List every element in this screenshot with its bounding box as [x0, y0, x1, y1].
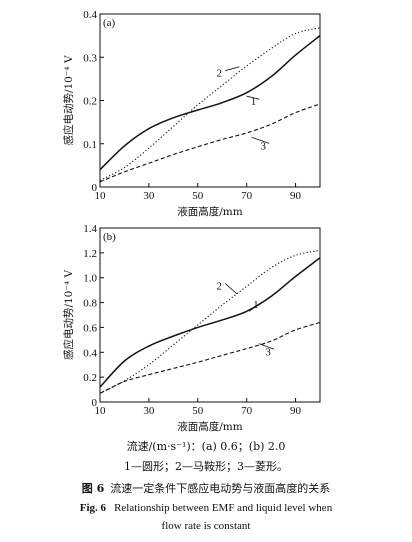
series-1-line: [99, 35, 321, 171]
series-2-line: [99, 27, 321, 181]
x-axis-label: 液面高度/mm: [177, 205, 242, 218]
x-tick-label: 30: [143, 190, 155, 202]
series-1-line: [99, 257, 321, 388]
curve-label-leader: [258, 343, 275, 350]
figure-number-en: Fig. 6: [79, 502, 107, 514]
figure-title-en: Fig. 6 Relationship between EMF and liqui…: [0, 502, 412, 514]
y-axis-label: 感应电动势/10⁻⁴ V: [62, 270, 75, 360]
curve-label-leader: [248, 301, 263, 312]
chart-panel-a: 10 30 50 70 90 0 0.1 0.2 0.3 0.4 (a) 液面高度/mm 感应电动势/1…: [62, 9, 321, 218]
figure-title-en-line2: flow rate is constant: [161, 520, 251, 532]
y-tick-label: 0: [92, 182, 98, 194]
y-tick-label: 0.2: [83, 96, 97, 108]
curve-label-leader: [224, 283, 238, 295]
curve-label-2: 2: [216, 68, 222, 80]
y-tick-label: 0.4: [83, 9, 97, 21]
y-tick-label: 1.4: [83, 223, 97, 235]
y-tick-label: 1.2: [83, 248, 97, 260]
figure-number-cn: 图 6: [81, 482, 105, 495]
y-axis-label: 感应电动势/10⁻⁴ V: [62, 55, 75, 145]
y-tick-label: 0.3: [83, 52, 97, 64]
y-tick-label: 1.0: [83, 273, 97, 285]
curve-label-1: 1: [251, 96, 257, 108]
curve-legend-caption: 1—圆形；2—马鞍形；3—菱形。: [124, 460, 288, 473]
y-tick-label: 0.1: [83, 139, 97, 151]
y-tick-label: 0.8: [83, 298, 97, 310]
curve-label-3: 3: [260, 140, 266, 152]
figure-title-cn: 图 6 流速一定条件下感应电动势与液面高度的关系: [0, 480, 412, 496]
x-tick-label: 10: [95, 190, 107, 202]
y-tick-label: 0.6: [83, 322, 97, 334]
curve-label-leader: [246, 95, 260, 100]
figure-title-cn-text: 流速一定条件下感应电动势与液面高度的关系: [110, 482, 331, 495]
x-tick-label: 90: [290, 405, 302, 417]
x-tick-label: 90: [290, 190, 302, 202]
series-2-line: [99, 249, 321, 394]
x-tick-label: 50: [192, 405, 204, 417]
chart-panel-b: 10 30 50 70 90 0 0.2 0.4 0.6 0.8 1.0 1.2 1.4 (b) 液面高度/…: [62, 223, 321, 433]
curve-label-leader: [225, 66, 240, 72]
curve-label-3: 3: [265, 346, 271, 358]
curve-label-2: 2: [216, 280, 222, 292]
panel-label: (b): [103, 231, 116, 243]
curve-label-leader: [251, 136, 270, 144]
x-tick-label: 70: [241, 405, 253, 417]
flow-rate-caption: 流速/(m·s⁻¹)：(a) 0.6；(b) 2.0: [126, 440, 286, 453]
x-axis-label: 液面高度/mm: [177, 420, 242, 433]
plot-frame: [99, 227, 321, 403]
x-tick-label: 50: [192, 190, 204, 202]
x-tick-label: 10: [95, 405, 107, 417]
series-3-line: [99, 321, 321, 394]
y-tick-label: 0.4: [83, 347, 97, 359]
panel-label: (a): [103, 17, 116, 29]
figure-title-en-text-1: Relationship between EMF and liquid leve…: [114, 502, 333, 514]
y-tick-label: 0: [92, 397, 98, 409]
x-tick-label: 70: [241, 190, 253, 202]
x-tick-label: 30: [143, 405, 155, 417]
series-3-line: [99, 103, 321, 183]
y-tick-label: 0.2: [83, 372, 97, 384]
curve-label-1: 1: [253, 299, 259, 311]
